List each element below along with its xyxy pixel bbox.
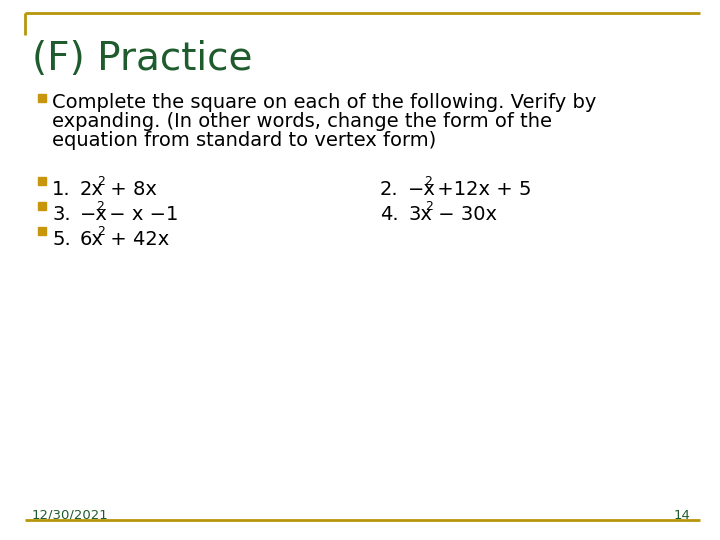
Text: 1.: 1.: [52, 180, 71, 199]
Text: 4.: 4.: [380, 205, 399, 224]
Text: −x: −x: [408, 180, 436, 199]
Text: +12x + 5: +12x + 5: [431, 180, 531, 199]
Text: 2.: 2.: [380, 180, 399, 199]
Text: 2: 2: [424, 175, 432, 188]
Text: 14: 14: [673, 509, 690, 522]
Text: − x −1: − x −1: [103, 205, 179, 224]
Text: expanding. (In other words, change the form of the: expanding. (In other words, change the f…: [52, 112, 552, 131]
Text: 2x: 2x: [80, 180, 104, 199]
Bar: [38, 177, 46, 185]
Text: 2: 2: [96, 200, 104, 213]
Text: 2: 2: [425, 200, 433, 213]
Text: 3x: 3x: [408, 205, 432, 224]
Bar: [38, 202, 46, 210]
Text: (F) Practice: (F) Practice: [32, 40, 253, 78]
Text: + 8x: + 8x: [104, 180, 157, 199]
Text: −x: −x: [80, 205, 108, 224]
Text: 6x: 6x: [80, 230, 104, 249]
Text: 2: 2: [97, 225, 105, 238]
Text: equation from standard to vertex form): equation from standard to vertex form): [52, 131, 436, 150]
Text: + 42x: + 42x: [104, 230, 169, 249]
Text: 5.: 5.: [52, 230, 71, 249]
Text: − 30x: − 30x: [432, 205, 497, 224]
Text: 3.: 3.: [52, 205, 71, 224]
Text: Complete the square on each of the following. Verify by: Complete the square on each of the follo…: [52, 93, 596, 112]
Text: 12/30/2021: 12/30/2021: [32, 509, 109, 522]
Bar: [38, 94, 46, 102]
Text: 2: 2: [97, 175, 105, 188]
Bar: [38, 227, 46, 235]
